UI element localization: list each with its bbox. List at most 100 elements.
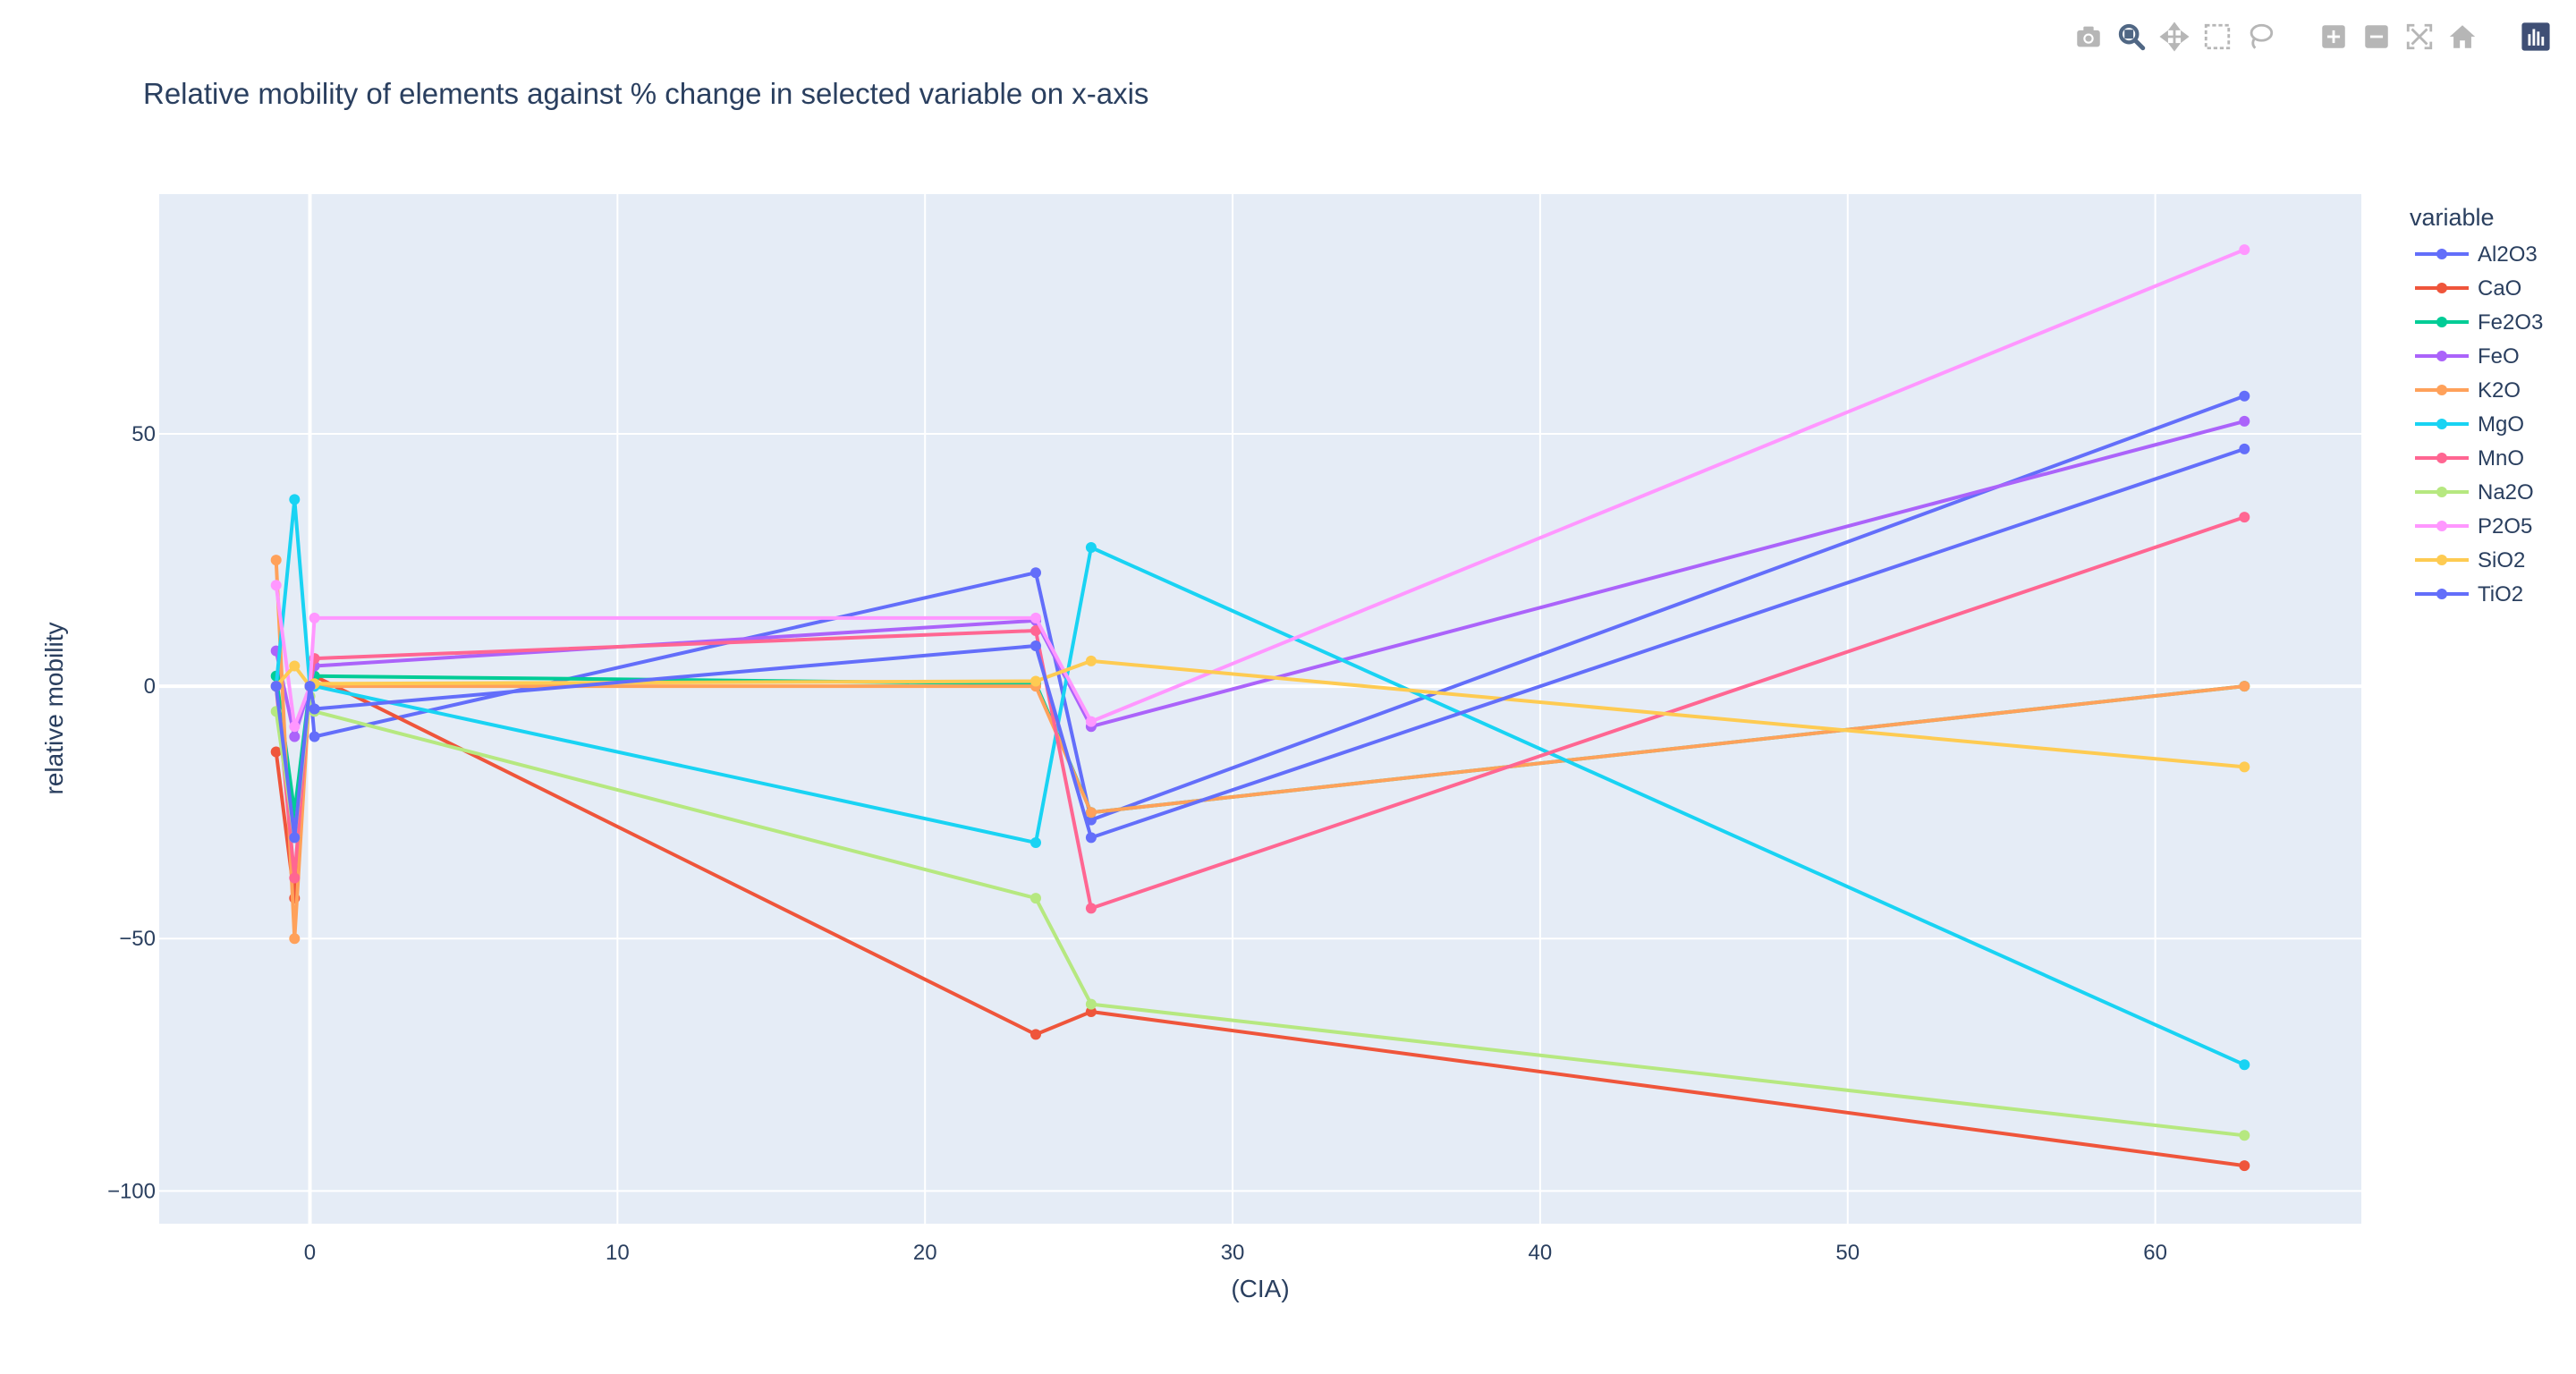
legend-swatch-marker	[2436, 521, 2447, 531]
legend-swatch-marker	[2436, 555, 2447, 565]
data-point[interactable]	[1085, 807, 1097, 818]
zoom-icon	[2118, 23, 2146, 51]
y-tick-label: −50	[119, 927, 156, 951]
data-point[interactable]	[2239, 1160, 2250, 1172]
legend-item-sio2[interactable]: SiO2	[2415, 548, 2525, 572]
legend-label: Al2O3	[2478, 242, 2538, 267]
data-point[interactable]	[1085, 542, 1097, 553]
lasso-select-button[interactable]	[2241, 18, 2279, 55]
legend-label: SiO2	[2478, 548, 2525, 572]
data-point[interactable]	[1030, 567, 1041, 579]
data-point[interactable]	[1085, 716, 1097, 727]
data-point[interactable]	[2239, 443, 2250, 454]
plotly-logo-icon	[2521, 22, 2550, 51]
legend-label: Na2O	[2478, 480, 2534, 505]
data-point[interactable]	[1030, 1029, 1041, 1040]
zoom-button[interactable]	[2113, 18, 2150, 55]
legend-label: MnO	[2478, 446, 2524, 471]
data-point[interactable]	[1030, 612, 1041, 623]
zoom-out-icon	[2365, 25, 2388, 48]
zoom-out-button[interactable]	[2358, 18, 2395, 55]
data-point[interactable]	[1030, 893, 1041, 904]
data-point[interactable]	[270, 681, 282, 692]
data-point[interactable]	[289, 731, 301, 742]
data-point[interactable]	[309, 612, 320, 623]
plot-area[interactable]	[159, 194, 2361, 1224]
legend-item-feo[interactable]: FeO	[2415, 344, 2520, 369]
y-tick-label: 0	[144, 674, 156, 699]
legend-label: K2O	[2478, 378, 2521, 403]
lasso-select-icon	[2250, 23, 2274, 49]
reset-axes-button[interactable]	[2444, 18, 2481, 55]
autoscale-button[interactable]	[2401, 18, 2438, 55]
series-p2o5[interactable]	[270, 244, 2250, 733]
x-axis-label: (CIA)	[1231, 1275, 1289, 1302]
autoscale-icon	[2406, 23, 2433, 50]
legend-item-p2o5[interactable]: P2O5	[2415, 514, 2532, 539]
data-point[interactable]	[1085, 998, 1097, 1010]
data-point[interactable]	[1030, 640, 1041, 651]
box-select-button[interactable]	[2199, 18, 2236, 55]
legend-item-mno[interactable]: MnO	[2415, 446, 2524, 471]
legend-swatch-marker	[2436, 283, 2447, 293]
data-point[interactable]	[2239, 1130, 2250, 1141]
data-point[interactable]	[304, 681, 316, 692]
data-point[interactable]	[289, 933, 301, 945]
data-point[interactable]	[2239, 761, 2250, 773]
x-tick-label: 30	[1221, 1241, 1245, 1265]
data-point[interactable]	[1085, 832, 1097, 844]
x-tick-label: 0	[304, 1241, 316, 1265]
data-point[interactable]	[309, 703, 320, 715]
plotly-logo-button[interactable]	[2517, 18, 2555, 55]
legend-label: MgO	[2478, 412, 2524, 437]
legend-label: P2O5	[2478, 514, 2532, 539]
legend-swatch-marker	[2436, 317, 2447, 327]
data-point[interactable]	[2239, 415, 2250, 427]
pan-button[interactable]	[2156, 18, 2193, 55]
x-tick-label: 60	[2143, 1241, 2167, 1265]
data-point[interactable]	[289, 660, 301, 672]
data-point[interactable]	[1085, 1006, 1097, 1017]
box-select-icon	[2204, 23, 2231, 50]
download-plot-button[interactable]	[2070, 18, 2107, 55]
legend-item-tio2[interactable]: TiO2	[2415, 582, 2523, 606]
y-axis-ticks: −100 −50 0 50	[107, 422, 156, 1203]
home-icon	[2449, 25, 2476, 48]
legend-item-fe2o3[interactable]: Fe2O3	[2415, 310, 2543, 335]
data-point[interactable]	[270, 746, 282, 758]
legend-swatch-marker	[2436, 487, 2447, 497]
series-layer	[270, 244, 2250, 1172]
x-tick-label: 10	[606, 1241, 630, 1265]
data-point[interactable]	[1030, 625, 1041, 636]
data-point[interactable]	[2239, 390, 2250, 402]
data-point[interactable]	[270, 580, 282, 591]
legend-swatch-marker	[2436, 419, 2447, 429]
data-point[interactable]	[1085, 903, 1097, 914]
legend-item-na2o[interactable]: Na2O	[2415, 480, 2534, 505]
grid-lines	[159, 194, 2361, 1224]
data-point[interactable]	[270, 555, 282, 566]
legend-title: variable	[2410, 204, 2495, 231]
series-tio2[interactable]	[270, 443, 2250, 844]
data-point[interactable]	[289, 721, 301, 733]
data-point[interactable]	[2239, 512, 2250, 523]
legend-item-mgo[interactable]: MgO	[2415, 412, 2524, 437]
data-point[interactable]	[2239, 244, 2250, 256]
data-point[interactable]	[289, 494, 301, 505]
data-point[interactable]	[309, 731, 320, 742]
data-point[interactable]	[289, 872, 301, 884]
camera-icon	[2077, 26, 2100, 47]
data-point[interactable]	[1030, 675, 1041, 687]
data-point[interactable]	[2239, 1059, 2250, 1071]
data-point[interactable]	[1085, 655, 1097, 666]
data-point[interactable]	[1030, 837, 1041, 848]
data-point[interactable]	[289, 832, 301, 844]
zoom-in-button[interactable]	[2315, 18, 2352, 55]
legend-item-k2o[interactable]: K2O	[2415, 378, 2521, 403]
legend-label: Fe2O3	[2478, 310, 2543, 335]
legend-item-cao[interactable]: CaO	[2415, 276, 2521, 301]
legend-swatch-marker	[2436, 385, 2447, 395]
data-point[interactable]	[2239, 681, 2250, 692]
legend-item-al2o3[interactable]: Al2O3	[2415, 242, 2538, 267]
